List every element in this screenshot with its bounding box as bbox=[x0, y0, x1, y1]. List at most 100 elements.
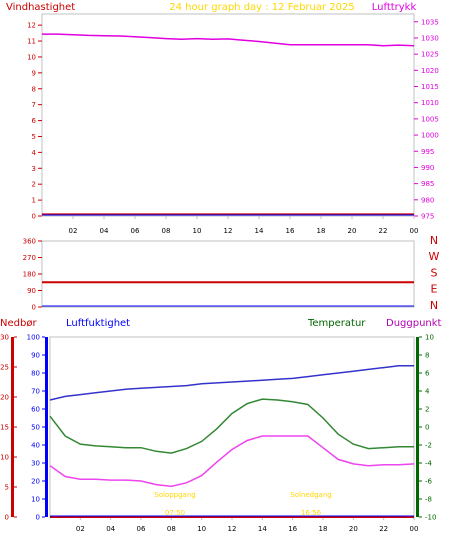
pressure-tick-label: 1015 bbox=[421, 83, 439, 91]
temperature-ticks: -10 -8 -6 -4 -2 0 2 4 6 8 10 bbox=[419, 334, 436, 522]
hour-tick-label: 06 bbox=[131, 227, 140, 235]
direction-tick-label: 180 bbox=[23, 271, 36, 279]
wind-pressure-panel: Vindhastighet 24 hour graph day : 12 Feb… bbox=[6, 2, 439, 235]
humidity-axis-bar bbox=[45, 337, 48, 517]
hour-tick-label: 00 bbox=[410, 227, 419, 235]
sunrise-time: 07:50 bbox=[165, 509, 185, 517]
wind-speed-tick-label: 4 bbox=[32, 149, 37, 157]
wind-speed-tick-label: 6 bbox=[32, 117, 37, 125]
humidity-tick-label: 50 bbox=[31, 424, 40, 432]
wind-speed-tick-label: 3 bbox=[32, 165, 36, 173]
hour-tick-label: 14 bbox=[255, 227, 264, 235]
humidity-temperature-plot-area bbox=[49, 336, 415, 518]
hour-tick-label: 20 bbox=[349, 525, 358, 533]
humidity-ticks: 0 10 20 30 40 50 60 70 80 90 100 bbox=[27, 334, 45, 522]
hour-tick-label: 10 bbox=[197, 525, 206, 533]
rain-tick-label: 25 bbox=[0, 364, 9, 372]
pressure-tick-label: 1010 bbox=[421, 99, 439, 107]
direction-tick-label: 360 bbox=[23, 238, 36, 246]
rain-tick-label: 10 bbox=[0, 454, 9, 462]
sunset-label: Solnedgang bbox=[290, 491, 331, 499]
compass-label-n: N bbox=[430, 299, 438, 312]
rain-tick-label: 30 bbox=[0, 334, 9, 342]
humidity-axis-label: Luftfuktighet bbox=[66, 318, 130, 329]
temperature-line bbox=[49, 398, 414, 454]
sunset-time: 16:56 bbox=[301, 509, 322, 517]
top-hour-ticks: 02 04 06 08 10 12 14 16 18 20 22 00 bbox=[69, 216, 419, 235]
rain-tick-label: 20 bbox=[0, 394, 9, 402]
wind-speed-tick-label: 10 bbox=[27, 53, 36, 61]
humidity-tick-label: 60 bbox=[31, 406, 40, 414]
hour-tick-label: 22 bbox=[379, 525, 388, 533]
temperature-tick-label: -6 bbox=[425, 478, 433, 486]
hour-tick-label: 18 bbox=[317, 227, 326, 235]
rain-ticks: 0 5 10 15 20 25 30 bbox=[0, 334, 17, 522]
hour-tick-label: 02 bbox=[69, 227, 78, 235]
temperature-tick-label: 0 bbox=[425, 424, 429, 432]
pressure-axis-label: Lufttrykk bbox=[372, 2, 417, 13]
temperature-tick-label: 10 bbox=[425, 334, 434, 342]
temperature-tick-label: 4 bbox=[425, 388, 430, 396]
pressure-tick-label: 995 bbox=[421, 148, 434, 156]
pressure-tick-label: 1020 bbox=[421, 67, 439, 75]
hour-tick-label: 14 bbox=[258, 525, 267, 533]
hour-tick-label: 08 bbox=[167, 525, 176, 533]
wind-speed-axis-label: Vindhastighet bbox=[6, 2, 75, 13]
pressure-tick-label: 980 bbox=[421, 196, 434, 204]
direction-tick-label: 0 bbox=[32, 304, 36, 312]
wind-direction-ticks: 0 90 180 270 360 bbox=[23, 238, 42, 312]
pressure-tick-label: 1005 bbox=[421, 115, 439, 123]
wind-pressure-series bbox=[42, 33, 415, 216]
wind-speed-tick-label: 2 bbox=[32, 181, 36, 189]
pressure-tick-label: 985 bbox=[421, 180, 434, 188]
humidity-tick-label: 70 bbox=[31, 388, 40, 396]
hour-tick-label: 18 bbox=[319, 525, 328, 533]
temperature-tick-label: -10 bbox=[425, 514, 436, 522]
rain-tick-label: 0 bbox=[5, 514, 9, 522]
hour-tick-label: 12 bbox=[224, 227, 233, 235]
humidity-tick-label: 30 bbox=[31, 460, 40, 468]
pressure-line bbox=[42, 33, 415, 47]
direction-tick-label: 90 bbox=[27, 287, 36, 295]
humidity-tick-label: 90 bbox=[31, 352, 40, 360]
hour-tick-label: 16 bbox=[286, 227, 295, 235]
wind-speed-tick-label: 0 bbox=[32, 213, 36, 221]
compass-label-e: E bbox=[431, 283, 438, 296]
hour-tick-label: 00 bbox=[410, 525, 419, 533]
pressure-tick-label: 1035 bbox=[421, 18, 439, 26]
hour-tick-label: 04 bbox=[100, 227, 109, 235]
hour-tick-label: 02 bbox=[76, 525, 85, 533]
wind-speed-tick-label: 9 bbox=[32, 69, 36, 77]
pressure-tick-label: 990 bbox=[421, 164, 434, 172]
temperature-axis-label: Temperatur bbox=[307, 318, 366, 329]
humidity-tick-label: 10 bbox=[31, 496, 40, 504]
rain-tick-label: 5 bbox=[5, 484, 9, 492]
humidity-temperature-panel: Nedbør Luftfuktighet Temperatur Duggpunk… bbox=[0, 318, 442, 533]
rain-tick-label: 15 bbox=[0, 424, 9, 432]
wind-direction-plot-area bbox=[41, 240, 415, 308]
bottom-hour-ticks: 02 04 06 08 10 12 14 16 18 20 22 00 bbox=[76, 517, 419, 533]
hour-tick-label: 08 bbox=[162, 227, 171, 235]
temperature-tick-label: -4 bbox=[425, 460, 433, 468]
temperature-tick-label: 8 bbox=[425, 352, 429, 360]
wind-direction-series bbox=[42, 281, 414, 307]
hour-tick-label: 04 bbox=[106, 525, 115, 533]
compass-label-s: S bbox=[431, 266, 438, 279]
sunrise-label: Soloppgang bbox=[154, 491, 195, 499]
hour-tick-label: 06 bbox=[137, 525, 146, 533]
wind-speed-tick-label: 5 bbox=[32, 133, 36, 141]
humidity-tick-label: 0 bbox=[36, 514, 40, 522]
dewpoint-line bbox=[49, 435, 415, 488]
pressure-tick-label: 1025 bbox=[421, 51, 439, 59]
dewpoint-axis-label: Duggpunkt bbox=[386, 318, 442, 329]
hour-tick-label: 22 bbox=[379, 227, 388, 235]
rain-axis-bar bbox=[11, 337, 14, 517]
wind-speed-tick-label: 7 bbox=[32, 101, 36, 109]
humidity-tick-label: 40 bbox=[31, 442, 40, 450]
humidity-temperature-series bbox=[49, 365, 415, 518]
temperature-tick-label: 2 bbox=[425, 406, 429, 414]
